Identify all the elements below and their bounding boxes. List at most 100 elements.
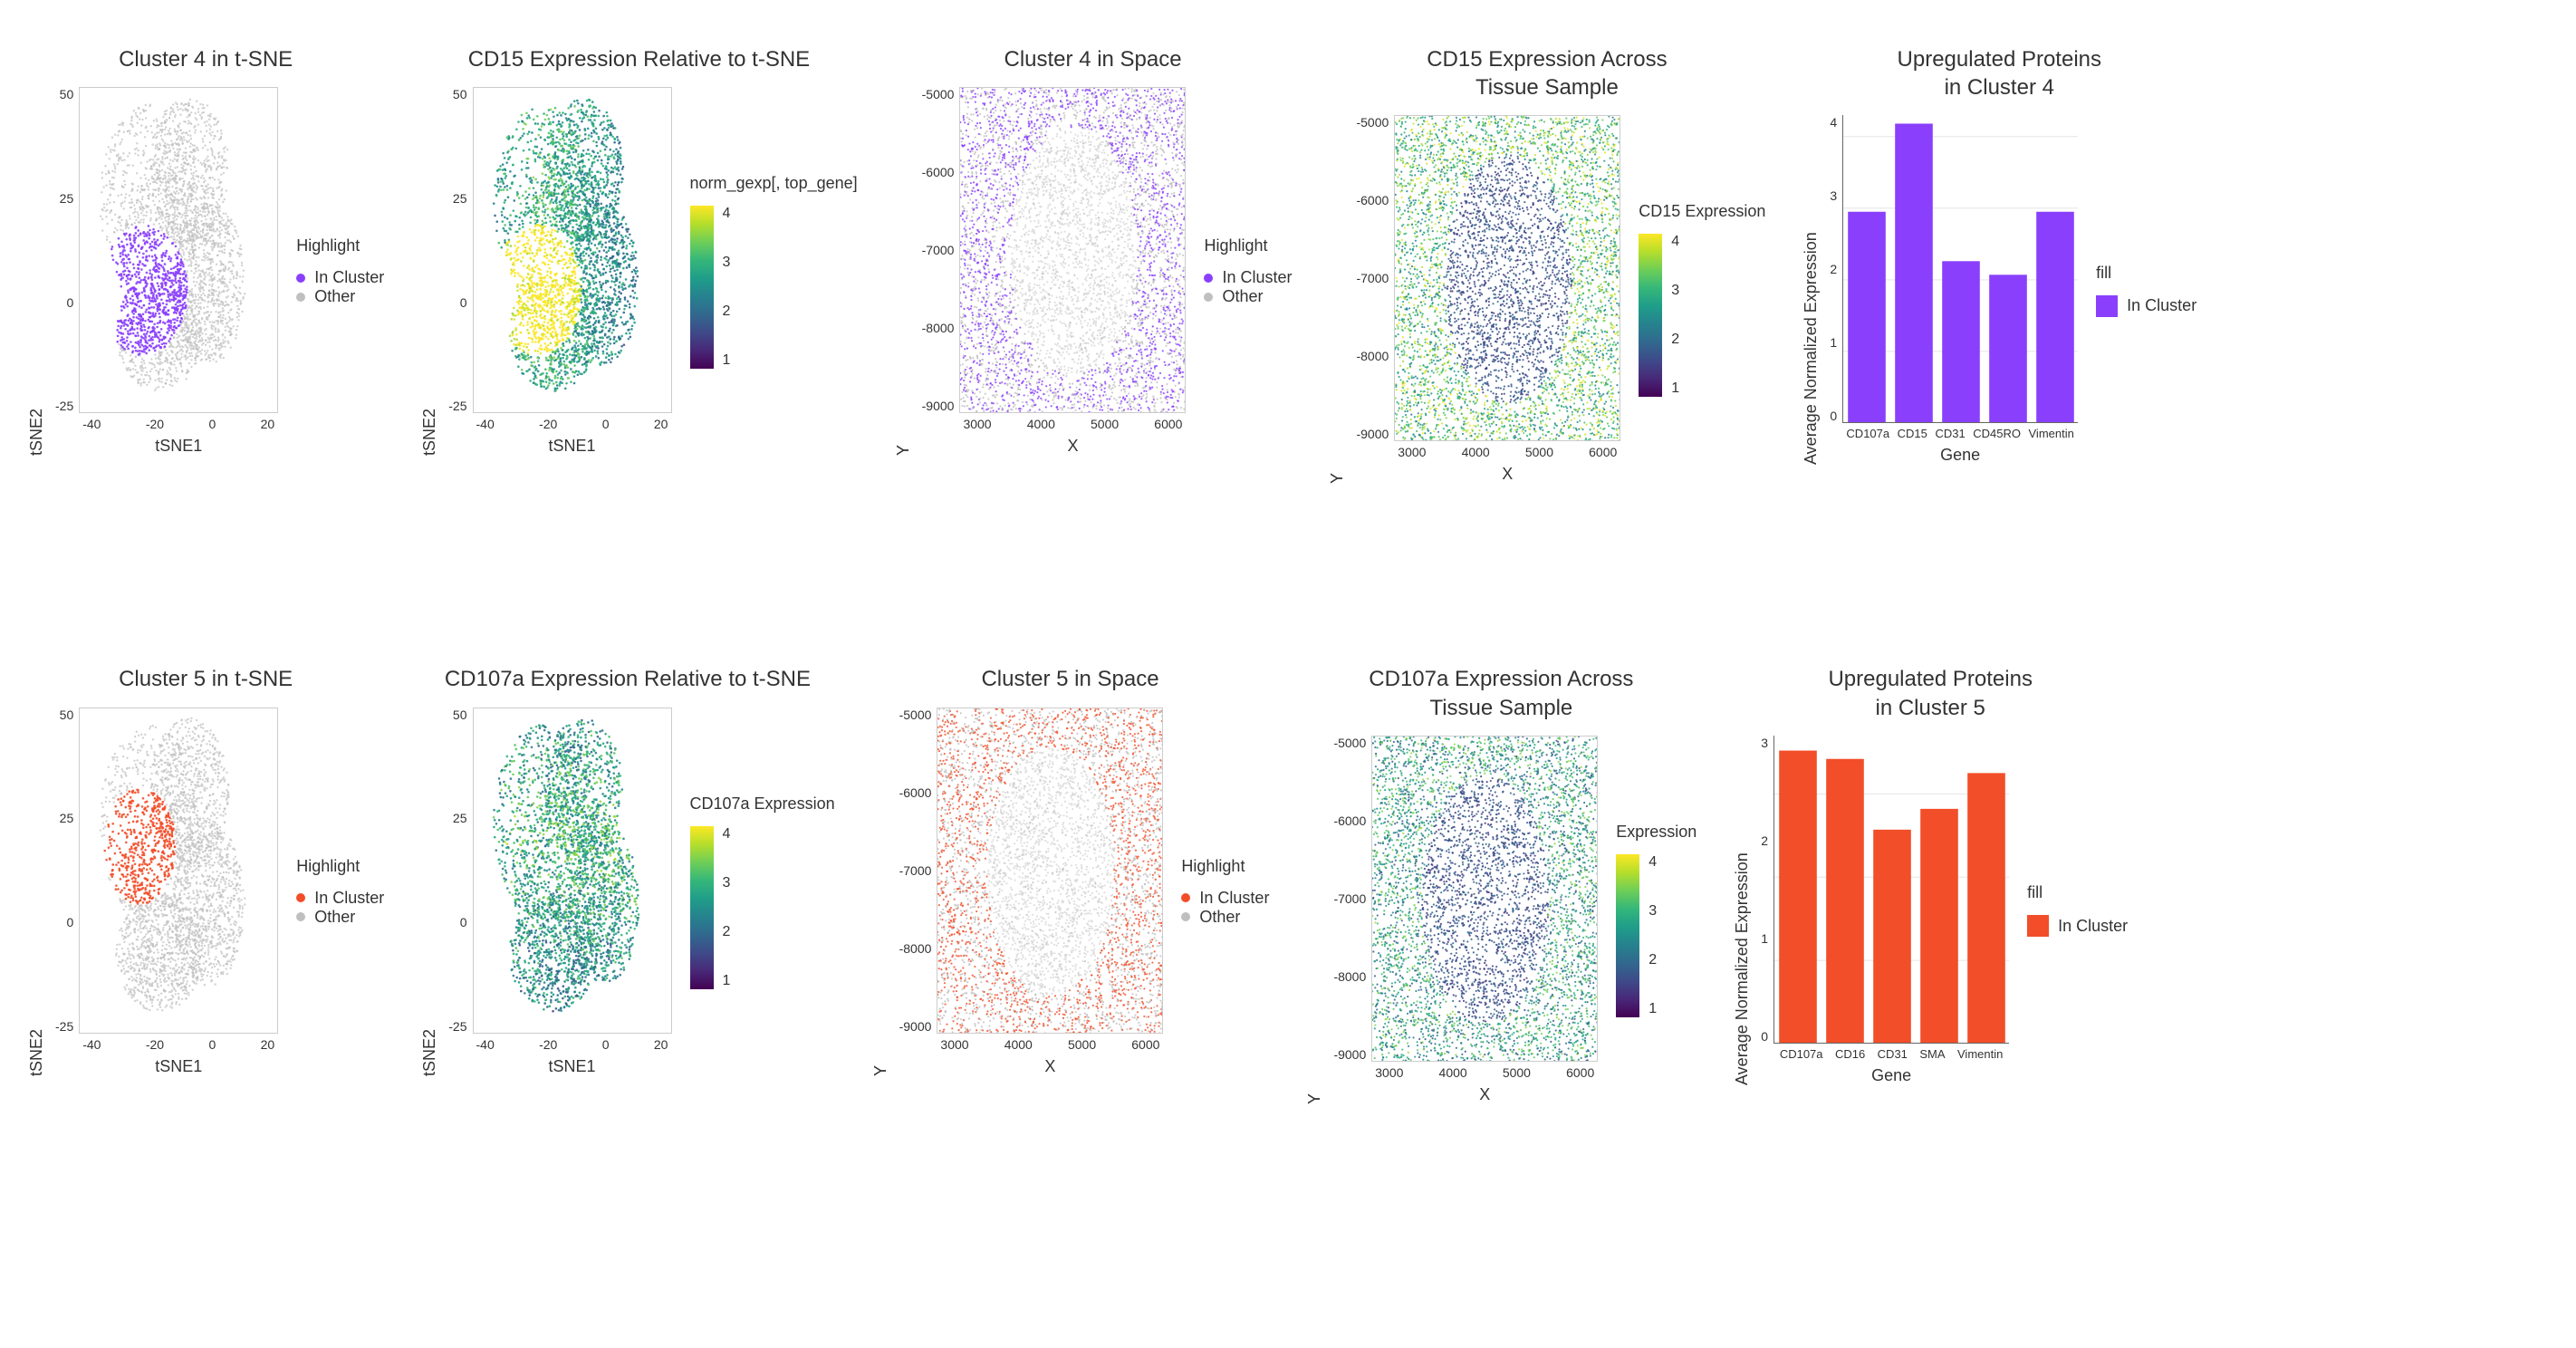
cluster4-space-panel: Cluster 4 in Space Y -9000-8000-7000-600…: [894, 45, 1293, 456]
colorbar-ticks: 1234: [723, 206, 731, 369]
legend: fill In Cluster: [2027, 883, 2128, 937]
cluster5-bar-panel: Upregulated Proteins in Cluster 5 Averag…: [1733, 665, 2128, 1084]
colorbar: [690, 206, 714, 369]
y-axis-label: Y: [894, 87, 913, 456]
legend-swatch: [2027, 915, 2049, 937]
cluster5-expr-tsne-panel: CD107a Expression Relative to t-SNE tSNE…: [420, 665, 834, 1075]
x-axis-label: X: [937, 1057, 1163, 1076]
cluster5-row: Cluster 5 in t-SNE tSNE2 -2502550 -40-20…: [27, 665, 2549, 1103]
x-ticks: CD107aCD16CD31SMAVimentin: [1773, 1047, 2009, 1061]
legend-item: In Cluster: [2096, 295, 2196, 317]
y-axis-label: Average Normalized Expression: [1802, 115, 1821, 465]
x-ticks: 3000400050006000: [959, 417, 1186, 431]
panel-title: Cluster 5 in Space: [981, 665, 1158, 693]
legend-label: In Cluster: [2127, 296, 2196, 315]
panel-title: Upregulated Proteins in Cluster 5: [1828, 665, 2032, 721]
bar-chart: [1773, 736, 2009, 1044]
panel-title: Cluster 4 in Space: [1004, 45, 1182, 73]
cluster5-tsne-panel: Cluster 5 in t-SNE tSNE2 -2502550 -40-20…: [27, 665, 384, 1075]
colorbar-legend: CD107a Expression 1234: [690, 794, 835, 989]
colorbar: [1616, 854, 1639, 1017]
tsne-scatter: [79, 87, 278, 413]
x-ticks: -40-20020: [79, 417, 278, 431]
y-ticks: 0123: [1761, 736, 1768, 1044]
y-axis-label: Y: [1328, 115, 1347, 484]
colorbar-legend: norm_gexp[, top_gene] 1234: [690, 174, 858, 369]
x-ticks: CD107aCD15CD31CD45ROVimentin: [1842, 427, 2078, 440]
y-axis-label: tSNE2: [27, 708, 46, 1076]
panel-title: Cluster 5 in t-SNE: [119, 665, 293, 693]
x-axis-label: X: [1394, 465, 1620, 484]
legend-item: In Cluster: [296, 268, 384, 287]
cluster4-bar-panel: Upregulated Proteins in Cluster 4 Averag…: [1802, 45, 2196, 465]
panel-title: CD107a Expression Across Tissue Sample: [1369, 665, 1633, 721]
y-axis-label: tSNE2: [420, 708, 439, 1076]
expression-spatial-scatter: [1394, 115, 1620, 441]
legend-item: Other: [1204, 287, 1292, 306]
colorbar-ticks: 1234: [1671, 234, 1679, 397]
colorbar-legend: CD15 Expression 1234: [1639, 202, 1765, 397]
legend: Highlight In ClusterOther: [296, 236, 384, 306]
colorbar-title: Expression: [1616, 823, 1697, 842]
x-ticks: 3000400050006000: [937, 1037, 1163, 1052]
x-ticks: -40-20020: [473, 417, 672, 431]
x-ticks: -40-20020: [473, 1037, 672, 1052]
spatial-scatter: [959, 87, 1186, 413]
legend-label: In Cluster: [314, 268, 384, 287]
panel-title: CD107a Expression Relative to t-SNE: [445, 665, 811, 693]
y-axis-label: Y: [871, 708, 890, 1076]
x-axis-label: X: [959, 437, 1186, 456]
cluster4-tsne-panel: Cluster 4 in t-SNE tSNE2 -2502550 -40-20…: [27, 45, 384, 456]
cluster4-expr-space-panel: CD15 Expression Across Tissue Sample Y -…: [1328, 45, 1765, 484]
x-axis-label: tSNE1: [79, 1057, 278, 1076]
legend-title: Highlight: [1181, 857, 1269, 876]
y-ticks: -9000-8000-7000-6000-5000: [1356, 115, 1389, 441]
legend-dot: [296, 912, 305, 921]
panel-title: CD15 Expression Relative to t-SNE: [468, 45, 810, 73]
legend-item: In Cluster: [1181, 889, 1269, 908]
cluster4-row: Cluster 4 in t-SNE tSNE2 -2502550 -40-20…: [27, 45, 2549, 484]
legend-swatch: [2096, 295, 2118, 317]
legend: fill In Cluster: [2096, 264, 2196, 317]
x-ticks: 3000400050006000: [1394, 445, 1620, 459]
legend-title: fill: [2096, 264, 2196, 283]
legend-dot: [1181, 893, 1190, 902]
legend-item: In Cluster: [2027, 915, 2128, 937]
panel-title: Cluster 4 in t-SNE: [119, 45, 293, 73]
y-axis-label: Average Normalized Expression: [1733, 736, 1752, 1085]
colorbar: [1639, 234, 1662, 397]
legend: Highlight In ClusterOther: [1204, 236, 1292, 306]
legend-item: Other: [296, 287, 384, 306]
y-ticks: -2502550: [55, 708, 73, 1034]
y-ticks: -2502550: [448, 87, 466, 413]
legend-label: Other: [1222, 287, 1263, 306]
x-ticks: -40-20020: [79, 1037, 278, 1052]
y-axis-label: tSNE2: [420, 87, 439, 456]
legend: Highlight In ClusterOther: [296, 857, 384, 927]
cluster4-expr-tsne-panel: CD15 Expression Relative to t-SNE tSNE2 …: [420, 45, 857, 456]
legend-label: Other: [314, 287, 355, 306]
y-ticks: -9000-8000-7000-6000-5000: [1333, 736, 1366, 1062]
x-axis-label: X: [1371, 1085, 1598, 1104]
y-ticks: -2502550: [55, 87, 73, 413]
cluster5-space-panel: Cluster 5 in Space Y -9000-8000-7000-600…: [871, 665, 1270, 1075]
x-ticks: 3000400050006000: [1371, 1065, 1598, 1080]
cluster5-expr-space-panel: CD107a Expression Across Tissue Sample Y…: [1305, 665, 1697, 1103]
legend-item: Other: [296, 908, 384, 927]
colorbar-ticks: 1234: [723, 826, 731, 989]
bar-chart: [1842, 115, 2078, 423]
legend: Highlight In ClusterOther: [1181, 857, 1269, 927]
legend-dot: [1204, 293, 1213, 302]
legend-title: Highlight: [1204, 236, 1292, 255]
colorbar-title: CD107a Expression: [690, 794, 835, 814]
legend-dot: [296, 274, 305, 283]
x-axis-label: Gene: [1842, 446, 2078, 465]
legend-label: In Cluster: [2058, 917, 2128, 936]
panel-title: CD15 Expression Across Tissue Sample: [1427, 45, 1667, 101]
y-axis-label: Y: [1305, 736, 1324, 1104]
y-axis-label: tSNE2: [27, 87, 46, 456]
legend-dot: [1181, 912, 1190, 921]
legend-label: In Cluster: [314, 889, 384, 908]
tsne-scatter: [79, 708, 278, 1034]
legend-title: Highlight: [296, 857, 384, 876]
